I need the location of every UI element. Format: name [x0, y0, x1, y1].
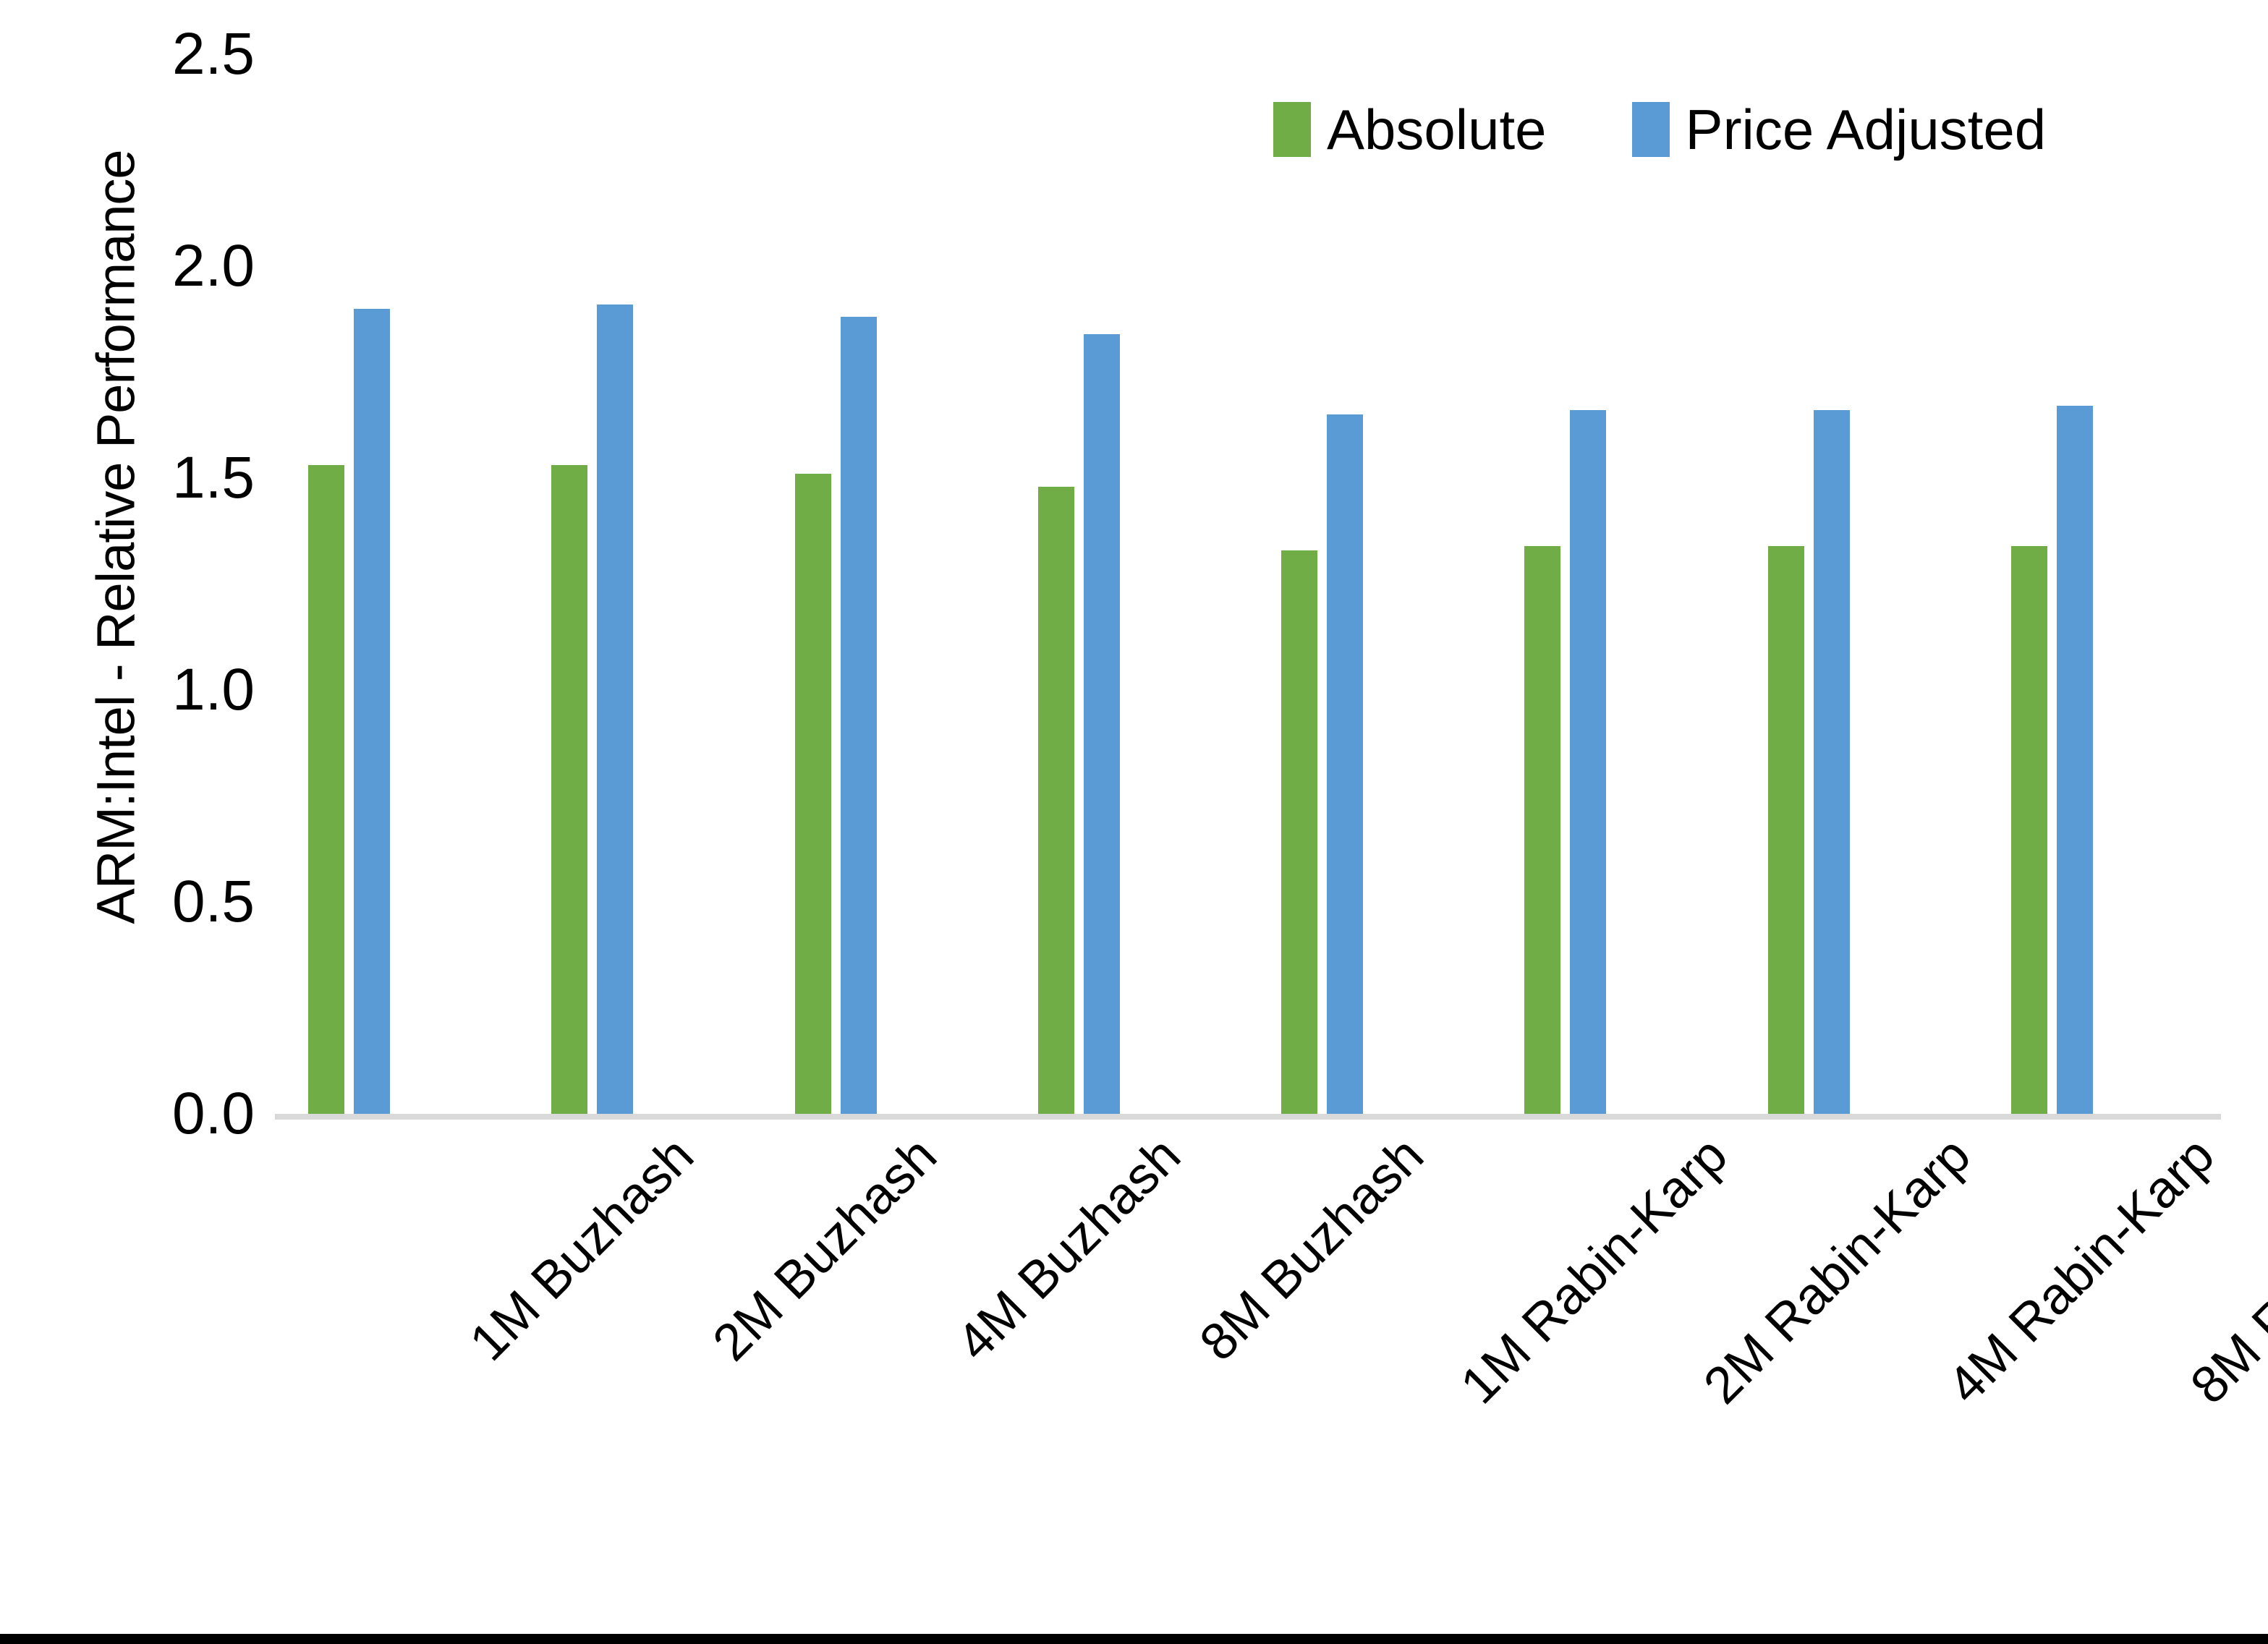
bar-price-adjusted[interactable] [1570, 410, 1607, 1114]
x-axis-ticks: 1M Buzhash 2M Buzhash 4M Buzhash 8M Buzhash… [275, 1126, 2268, 1533]
bar-absolute[interactable] [1524, 545, 1561, 1114]
x-axis-tick-label: 8M Buzhash [1189, 1126, 1435, 1372]
y-axis-tick-label: 1.0 [172, 657, 255, 723]
x-axis-tick-label: 1M Buzhash [459, 1126, 705, 1372]
bar-price-adjusted[interactable] [1083, 333, 1120, 1114]
bar-group [1491, 54, 1734, 1114]
bar-group [1248, 54, 1491, 1114]
bar-price-adjusted[interactable] [354, 308, 390, 1114]
bar-group [275, 54, 518, 1114]
y-axis-tick-label: 0.0 [172, 1081, 255, 1146]
x-axis-tick-label: 4M Rabin-Karp [1936, 1126, 2225, 1415]
y-axis-tick-label: 1.5 [172, 445, 255, 511]
legend-item-absolute[interactable]: Absolute [1273, 101, 1547, 158]
bar-absolute[interactable] [308, 465, 344, 1114]
bar-absolute[interactable] [1767, 545, 1804, 1114]
bar-group [518, 54, 761, 1114]
bar-absolute[interactable] [551, 465, 588, 1114]
legend-label: Price Adjusted [1685, 98, 2047, 161]
chart-frame-bottom [0, 1634, 2268, 1644]
bar-price-adjusted[interactable] [1813, 410, 1850, 1114]
x-axis-tick-label: 1M Rabin-Karp [1449, 1126, 1738, 1415]
y-axis-tick-label: 2.0 [172, 233, 255, 299]
bar-price-adjusted[interactable] [2056, 406, 2093, 1114]
legend-item-price-adjusted[interactable]: Price Adjusted [1631, 98, 2047, 161]
plot-area [275, 54, 2221, 1114]
y-axis-tick-label: 2.5 [172, 21, 255, 87]
y-axis-ticks: 2.5 2.0 1.5 1.0 0.5 0.0 [0, 0, 268, 1644]
bar-price-adjusted[interactable] [840, 317, 877, 1114]
bar-absolute[interactable] [2010, 545, 2047, 1114]
x-axis-line [275, 1114, 2221, 1120]
bar-group [1735, 54, 1978, 1114]
bar-group [1005, 54, 1248, 1114]
legend-swatch-icon [1273, 102, 1311, 157]
y-axis-tick-label: 0.5 [172, 869, 255, 934]
bar-group [1978, 54, 2221, 1114]
legend-swatch-icon [1631, 102, 1670, 157]
chart-legend: Absolute Price Adjusted [1273, 101, 2046, 158]
bar-group [762, 54, 1005, 1114]
x-axis-tick-label: 2M Buzhash [702, 1126, 948, 1372]
bar-price-adjusted[interactable] [1327, 414, 1363, 1114]
legend-label: Absolute [1327, 98, 1547, 161]
x-axis-tick-label: 2M Rabin-Karp [1693, 1126, 1982, 1415]
bar-absolute[interactable] [1281, 550, 1317, 1114]
bar-price-adjusted[interactable] [597, 304, 634, 1114]
x-axis-tick-label: 4M Buzhash [945, 1126, 1192, 1372]
bar-absolute[interactable] [794, 474, 831, 1114]
bar-absolute[interactable] [1037, 486, 1074, 1114]
